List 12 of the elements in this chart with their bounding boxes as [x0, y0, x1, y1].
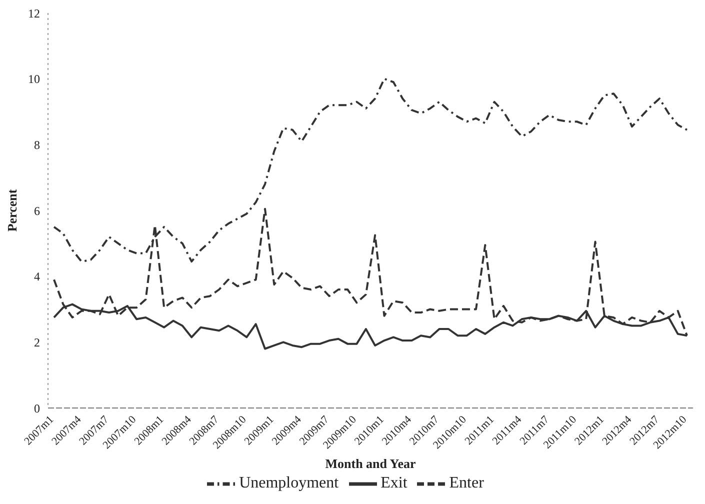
legend-label: Enter — [449, 474, 484, 492]
y-tick-label: 8 — [34, 138, 40, 152]
y-tick-label: 0 — [34, 401, 40, 416]
y-tick-label: 2 — [34, 335, 40, 350]
y-tick-label: 6 — [34, 204, 40, 218]
x-axis-title: Month and Year — [325, 456, 416, 471]
y-tick-label: 12 — [28, 6, 40, 20]
y-tick-label: 4 — [34, 270, 40, 284]
y-tick-label: 10 — [28, 72, 40, 86]
y-axis-title: Percent — [4, 188, 20, 232]
legend-label: Exit — [380, 474, 408, 492]
legend-label: Unemployment — [239, 474, 339, 492]
